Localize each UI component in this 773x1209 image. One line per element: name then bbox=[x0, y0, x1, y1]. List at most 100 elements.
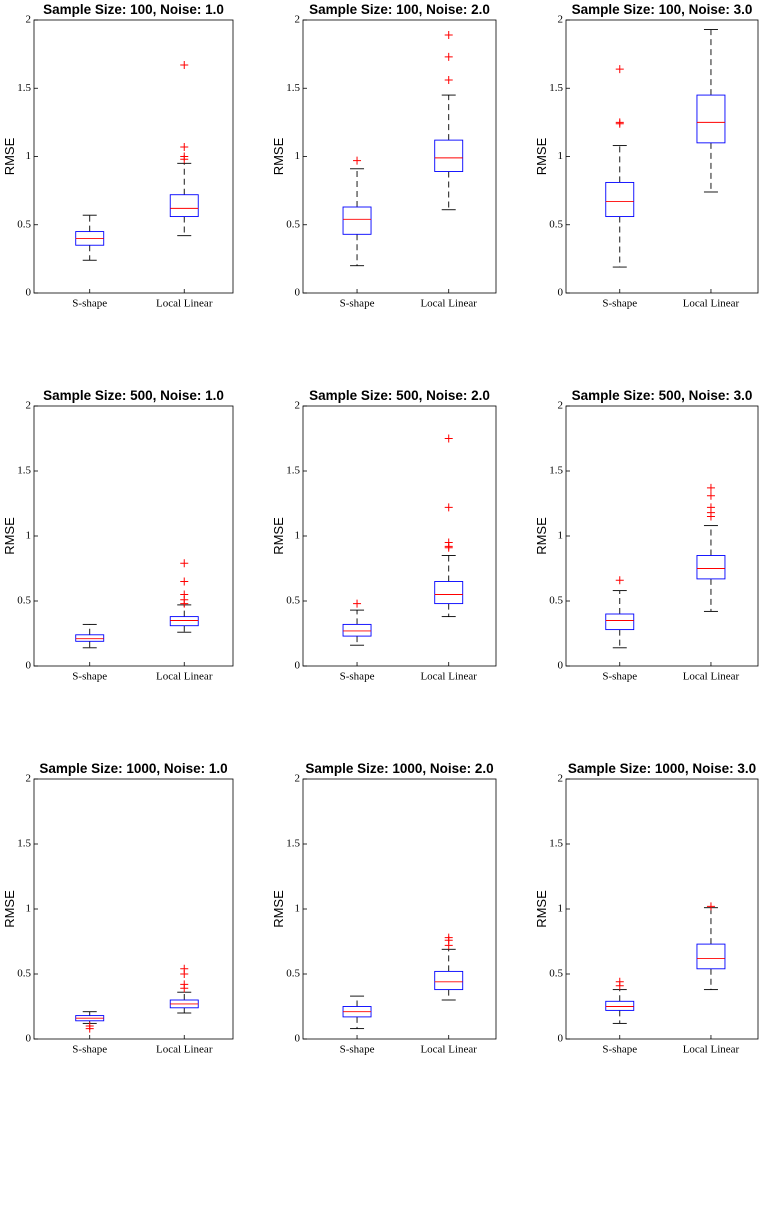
outlier bbox=[615, 119, 624, 128]
y-tick-label: 0.5 bbox=[549, 218, 563, 230]
outlier bbox=[180, 599, 189, 608]
outlier bbox=[444, 434, 453, 443]
y-tick-label: 1.5 bbox=[286, 838, 300, 850]
y-tick-label: 1.5 bbox=[286, 82, 300, 94]
outlier bbox=[444, 76, 453, 85]
box bbox=[434, 581, 464, 605]
y-tick-label: 2 bbox=[295, 400, 301, 412]
box bbox=[696, 94, 726, 144]
y-axis-label: RMSE bbox=[271, 890, 286, 928]
outlier bbox=[706, 902, 715, 911]
outlier bbox=[706, 491, 715, 500]
y-tick-label: 1 bbox=[558, 530, 564, 542]
outlier bbox=[444, 52, 453, 61]
y-tick-label: 2 bbox=[295, 773, 301, 785]
y-axis-label: RMSE bbox=[271, 137, 286, 175]
box bbox=[169, 194, 199, 218]
y-tick-label: 0 bbox=[558, 660, 564, 672]
x-tick-label: Local Linear bbox=[683, 671, 740, 683]
outlier bbox=[180, 559, 189, 568]
axes-frame bbox=[33, 778, 234, 1040]
chart-title: Sample Size: 500, Noise: 2.0 bbox=[309, 388, 490, 403]
y-axis-label: RMSE bbox=[534, 517, 549, 555]
outlier bbox=[180, 155, 189, 164]
outlier bbox=[180, 577, 189, 586]
outlier bbox=[706, 483, 715, 492]
y-tick-label: 2 bbox=[26, 773, 32, 785]
axes-frame bbox=[302, 405, 497, 667]
y-tick-label: 1 bbox=[295, 903, 301, 915]
y-tick-label: 0.5 bbox=[286, 968, 300, 980]
x-tick-label: S-shape bbox=[602, 298, 637, 310]
box bbox=[342, 206, 372, 235]
y-axis-label: RMSE bbox=[271, 517, 286, 555]
y-tick-label: 0 bbox=[26, 287, 32, 299]
x-tick-label: Local Linear bbox=[683, 298, 740, 310]
outlier bbox=[444, 503, 453, 512]
y-tick-label: 2 bbox=[558, 400, 564, 412]
chart-title: Sample Size: 500, Noise: 3.0 bbox=[572, 388, 753, 403]
x-tick-label: S-shape bbox=[340, 671, 375, 683]
y-tick-label: 1 bbox=[295, 530, 301, 542]
y-axis-label: RMSE bbox=[2, 890, 17, 928]
y-tick-label: 1.5 bbox=[17, 838, 31, 850]
y-tick-label: 1 bbox=[295, 150, 301, 162]
x-tick-label: S-shape bbox=[602, 671, 637, 683]
outlier bbox=[615, 981, 624, 990]
box bbox=[434, 139, 464, 172]
y-axis-label: RMSE bbox=[2, 137, 17, 175]
y-tick-label: 0 bbox=[26, 660, 32, 672]
y-tick-label: 0.5 bbox=[549, 968, 563, 980]
x-tick-label: Local Linear bbox=[156, 1044, 213, 1056]
x-tick-label: Local Linear bbox=[156, 671, 213, 683]
box bbox=[696, 555, 726, 580]
y-tick-label: 0.5 bbox=[286, 218, 300, 230]
y-axis-label: RMSE bbox=[2, 517, 17, 555]
outlier bbox=[353, 599, 362, 608]
y-tick-label: 1.5 bbox=[17, 82, 31, 94]
y-tick-label: 1 bbox=[558, 150, 564, 162]
y-tick-label: 0.5 bbox=[549, 595, 563, 607]
axes-frame bbox=[565, 19, 759, 294]
chart-title: Sample Size: 500, Noise: 1.0 bbox=[43, 388, 224, 403]
y-tick-label: 2 bbox=[295, 14, 301, 26]
y-tick-label: 1 bbox=[26, 150, 32, 162]
y-tick-label: 0 bbox=[295, 1033, 301, 1045]
y-tick-label: 2 bbox=[558, 14, 564, 26]
y-tick-label: 2 bbox=[558, 773, 564, 785]
y-tick-label: 2 bbox=[26, 400, 32, 412]
axes-frame bbox=[565, 778, 759, 1040]
box bbox=[434, 970, 464, 991]
chart-title: Sample Size: 1000, Noise: 1.0 bbox=[39, 761, 227, 776]
outlier bbox=[180, 984, 189, 993]
y-tick-label: 0 bbox=[295, 660, 301, 672]
y-tick-label: 0.5 bbox=[17, 968, 31, 980]
outlier bbox=[180, 142, 189, 151]
axes-frame bbox=[565, 405, 759, 667]
outlier bbox=[353, 156, 362, 165]
axes-frame bbox=[302, 19, 497, 294]
outlier bbox=[706, 512, 715, 521]
outlier bbox=[444, 31, 453, 40]
box bbox=[696, 943, 726, 970]
chart-title: Sample Size: 100, Noise: 1.0 bbox=[43, 2, 224, 17]
x-tick-label: S-shape bbox=[602, 1044, 637, 1056]
y-tick-label: 0.5 bbox=[17, 218, 31, 230]
y-tick-label: 1.5 bbox=[286, 465, 300, 477]
box bbox=[169, 616, 199, 627]
outlier bbox=[180, 61, 189, 70]
outlier bbox=[444, 543, 453, 552]
outlier bbox=[444, 941, 453, 950]
y-axis-label: RMSE bbox=[534, 137, 549, 175]
y-tick-label: 0.5 bbox=[17, 595, 31, 607]
box bbox=[342, 623, 372, 637]
x-tick-label: Local Linear bbox=[683, 1044, 740, 1056]
y-tick-label: 0.5 bbox=[286, 595, 300, 607]
x-tick-label: Local Linear bbox=[420, 298, 477, 310]
y-tick-label: 1 bbox=[26, 903, 32, 915]
y-tick-label: 1.5 bbox=[549, 82, 563, 94]
y-tick-label: 0 bbox=[558, 287, 564, 299]
outlier bbox=[85, 1024, 94, 1033]
